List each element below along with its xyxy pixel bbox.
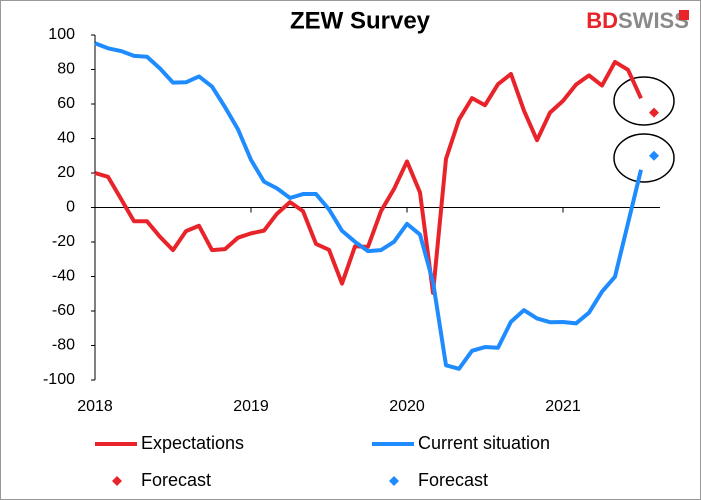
x-tick-label: 2020 xyxy=(389,398,425,415)
legend-label: Current situation xyxy=(418,433,550,453)
legend-marker xyxy=(112,476,122,486)
legend-label: Forecast xyxy=(418,470,488,490)
brand-suffix: SWISS xyxy=(618,8,689,33)
highlight-circle xyxy=(613,133,675,183)
highlight-circle xyxy=(613,76,675,126)
y-tick-label: -40 xyxy=(52,268,75,285)
legend-label: Forecast xyxy=(141,470,211,490)
y-tick-label: 100 xyxy=(48,26,75,43)
y-tick-label: -100 xyxy=(43,371,75,388)
forecast-marker xyxy=(649,150,659,161)
chart-title: ZEW Survey xyxy=(290,7,431,34)
y-tick-label: 20 xyxy=(57,164,75,181)
legend-label: Expectations xyxy=(141,433,244,453)
x-tick-label: 2021 xyxy=(545,398,581,415)
brand-prefix: BD xyxy=(586,8,618,33)
line-series xyxy=(94,41,643,371)
y-tick-label: 60 xyxy=(57,95,75,112)
y-tick-label: -80 xyxy=(52,337,75,354)
y-tick-label: -20 xyxy=(52,233,75,250)
y-tick-label: 80 xyxy=(57,61,75,78)
x-tick-label: 2019 xyxy=(233,398,269,415)
legend-marker xyxy=(389,476,399,486)
brand-icon xyxy=(679,10,689,20)
y-tick-label: 0 xyxy=(66,199,75,216)
x-tick-label: 2018 xyxy=(77,398,113,415)
line-series xyxy=(94,59,643,295)
forecast-marker xyxy=(649,107,659,118)
y-tick-label: 40 xyxy=(57,130,75,147)
y-tick-label: -60 xyxy=(52,302,75,319)
